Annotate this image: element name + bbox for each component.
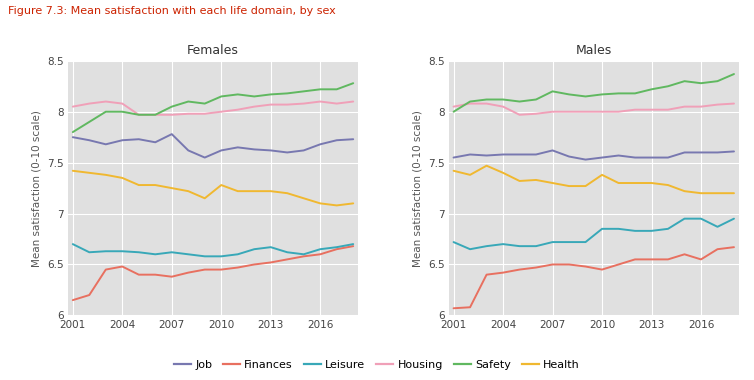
Y-axis label: Mean satisfaction (0-10 scale): Mean satisfaction (0-10 scale) [32, 110, 41, 266]
Legend: Job, Finances, Leisure, Housing, Safety, Health: Job, Finances, Leisure, Housing, Safety,… [170, 356, 584, 374]
Y-axis label: Mean satisfaction (0-10 scale): Mean satisfaction (0-10 scale) [412, 110, 422, 266]
Title: Males: Males [575, 44, 612, 57]
Title: Females: Females [187, 44, 239, 57]
Text: Figure 7.3: Mean satisfaction with each life domain, by sex: Figure 7.3: Mean satisfaction with each … [8, 6, 336, 16]
